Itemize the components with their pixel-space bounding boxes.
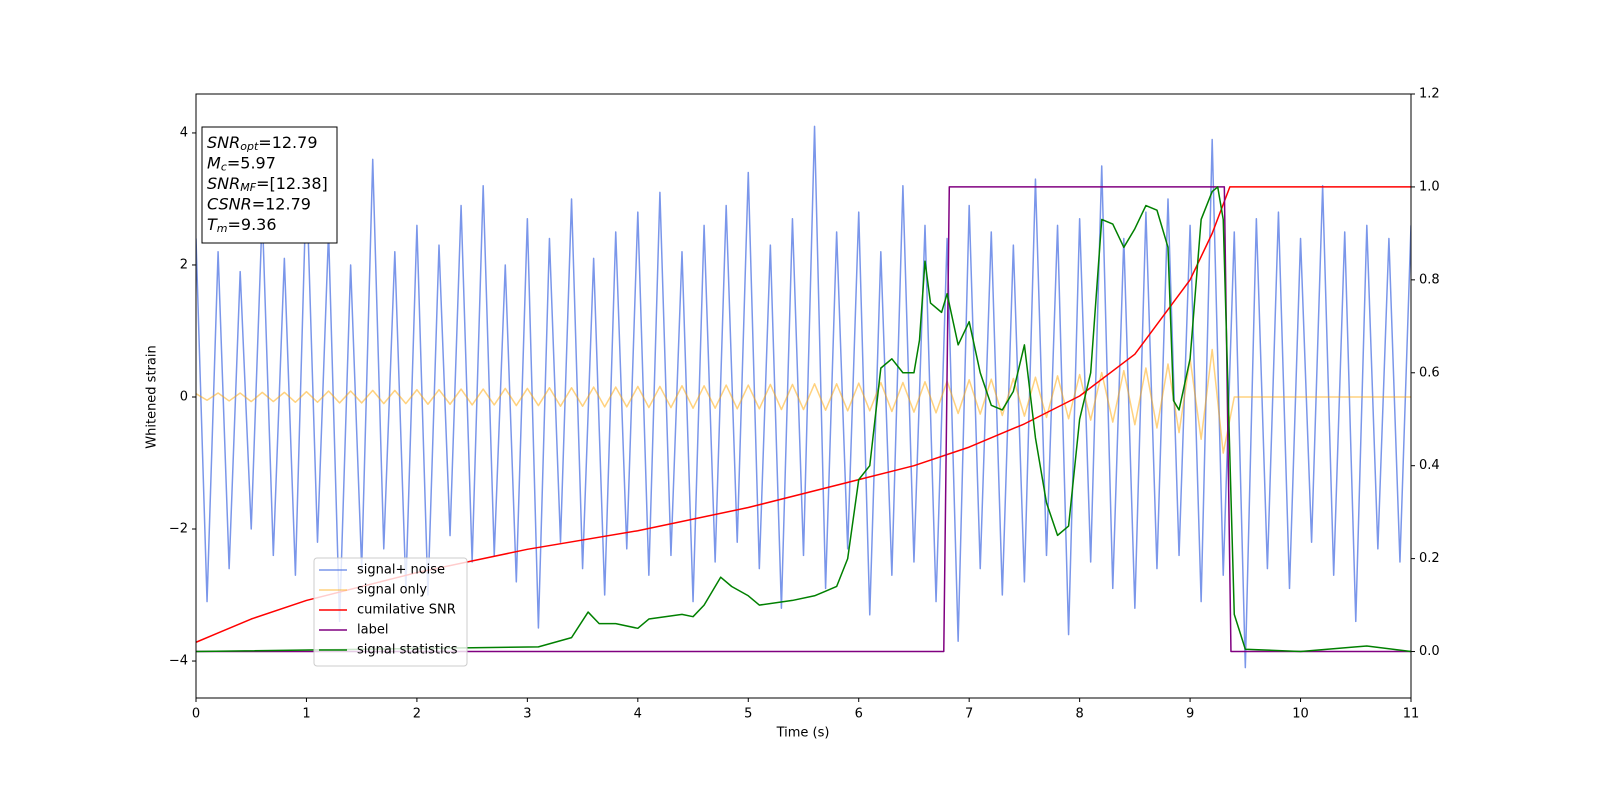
series-line bbox=[196, 125, 1411, 669]
y2-tick-label: 1.0 bbox=[1419, 179, 1440, 194]
legend-label: cumilative SNR bbox=[357, 603, 456, 618]
legend-label: label bbox=[357, 623, 388, 638]
x-tick-label: 8 bbox=[1075, 707, 1083, 722]
x-tick-label: 2 bbox=[413, 707, 421, 722]
annotation-subscript: MF bbox=[240, 181, 256, 194]
x-tick-label: 0 bbox=[192, 707, 200, 722]
y2-tick-label: 0.8 bbox=[1419, 272, 1440, 287]
annotation-value: =9.36 bbox=[228, 215, 277, 234]
annotation-subscript: m bbox=[217, 222, 228, 235]
plot-area bbox=[196, 125, 1411, 669]
x-tick-label: 10 bbox=[1292, 707, 1309, 722]
y2-tick-label: 0.6 bbox=[1419, 365, 1440, 380]
series-line bbox=[196, 186, 1411, 653]
annotation-subscript: opt bbox=[240, 140, 259, 153]
series-line bbox=[196, 186, 1411, 653]
annotation-symbol: SNR bbox=[207, 133, 240, 152]
y2-tick-label: 0.4 bbox=[1419, 458, 1440, 473]
annotation-value: =5.97 bbox=[227, 153, 276, 172]
y2-tick-label: 1.2 bbox=[1419, 87, 1440, 102]
annotation-line: CSNR=12.79 bbox=[207, 194, 311, 213]
y-tick-label: −2 bbox=[169, 522, 188, 537]
annotation-symbol: CSNR bbox=[207, 194, 252, 213]
series-line bbox=[196, 348, 1411, 454]
annotation-value: =[12.38] bbox=[256, 174, 328, 193]
x-axis-label: Time (s) bbox=[776, 726, 830, 741]
y-tick-label: 0 bbox=[180, 389, 188, 404]
annotation: SNRopt=12.79Mc=5.97SNRMF=[12.38]CSNR=12.… bbox=[201, 126, 338, 244]
legend: signal+ noise signal only cumilative SNR la… bbox=[313, 557, 468, 667]
annotation-line: SNRopt=12.79 bbox=[207, 133, 318, 154]
y-tick-label: −4 bbox=[169, 654, 188, 669]
series-line bbox=[196, 186, 1411, 643]
x-tick-label: 4 bbox=[634, 707, 642, 722]
annotation-subscript: c bbox=[221, 161, 227, 174]
x-tick-label: 1 bbox=[302, 707, 310, 722]
annotation-symbol: T bbox=[207, 215, 218, 234]
legend-box bbox=[313, 557, 468, 667]
annotation-line: SNRMF=[12.38] bbox=[207, 174, 328, 195]
annotation-line: Mc=5.97 bbox=[207, 153, 276, 174]
annotation-box bbox=[201, 126, 338, 244]
x-tick-label: 3 bbox=[523, 707, 531, 722]
x-tick-label: 7 bbox=[965, 707, 973, 722]
legend-label: signal only bbox=[357, 583, 427, 598]
y-tick-label: 4 bbox=[180, 125, 188, 140]
annotation-line: Tm=9.36 bbox=[207, 215, 277, 236]
annotation-value: =12.79 bbox=[258, 133, 317, 152]
y-axis-label: Whitened strain bbox=[145, 345, 160, 448]
annotation-symbol: SNR bbox=[207, 174, 240, 193]
x-tick-label: 6 bbox=[855, 707, 863, 722]
y2-tick-label: 0.2 bbox=[1419, 551, 1440, 566]
x-tick-label: 11 bbox=[1403, 707, 1420, 722]
legend-label: signal+ noise bbox=[357, 563, 445, 578]
legend-label: signal statistics bbox=[357, 643, 458, 658]
x-tick-label: 9 bbox=[1186, 707, 1194, 722]
y2-tick-label: 0.0 bbox=[1419, 644, 1440, 659]
annotation-value: =12.79 bbox=[252, 194, 311, 213]
axes-frame bbox=[195, 93, 1412, 699]
y-tick-label: 2 bbox=[180, 257, 188, 272]
x-tick-label: 5 bbox=[744, 707, 752, 722]
annotation-symbol: M bbox=[207, 153, 221, 172]
